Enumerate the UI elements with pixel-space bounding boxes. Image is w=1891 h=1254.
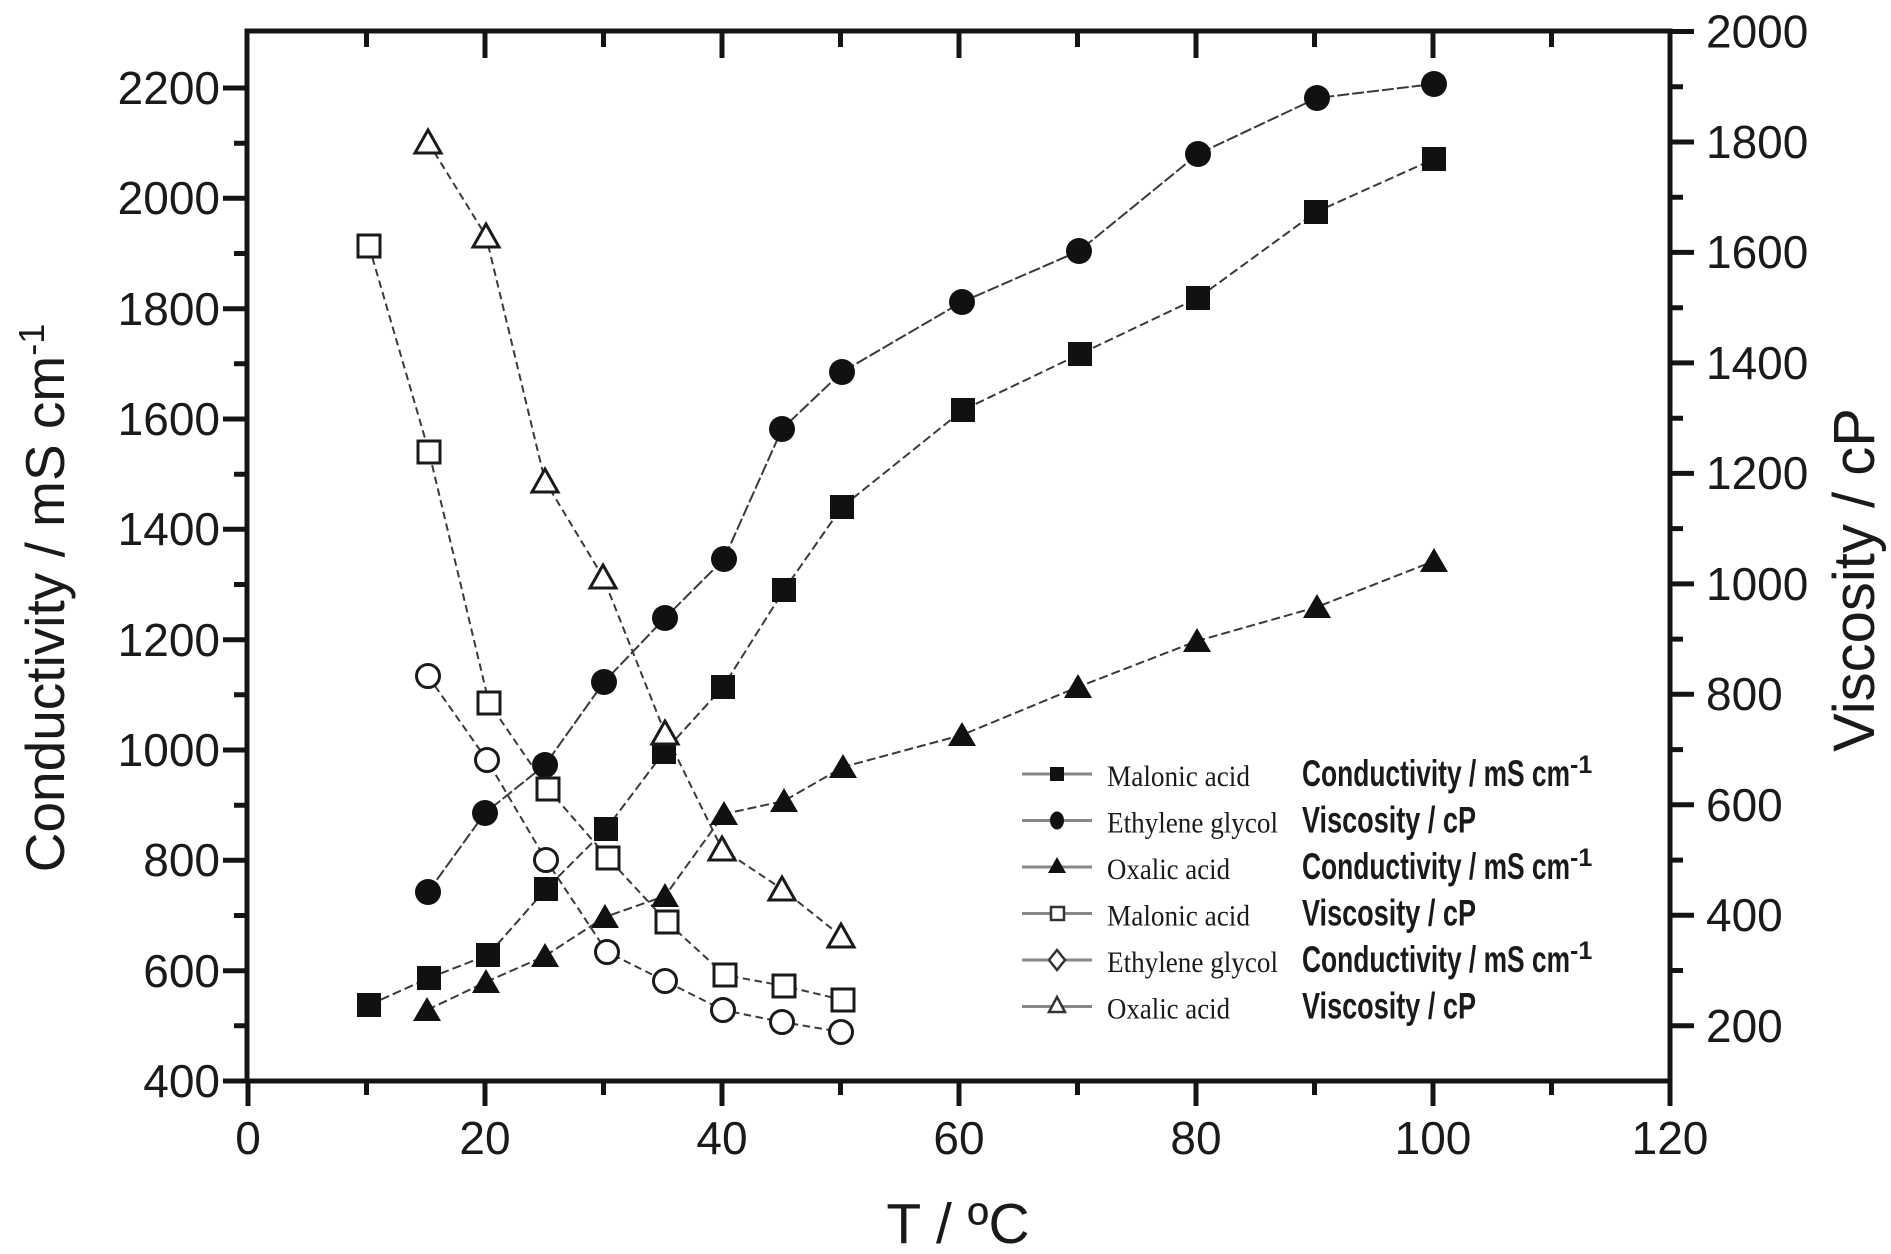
svg-text:Viscosity / cP: Viscosity / cP [1302,800,1476,841]
svg-text:Conductivity / mS cm-1: Conductivity / mS cm-1 [1302,844,1592,887]
svg-text:2000: 2000 [118,172,220,224]
svg-text:400: 400 [143,1055,220,1107]
svg-text:Viscosity / cP: Viscosity / cP [1302,986,1476,1027]
svg-text:1000: 1000 [1706,558,1808,610]
svg-text:1200: 1200 [1706,447,1808,499]
svg-text:800: 800 [1706,668,1783,720]
svg-text:T / ºC: T / ºC [886,1192,1029,1254]
svg-text:200: 200 [1706,1000,1783,1052]
svg-text:20: 20 [459,1112,510,1164]
svg-text:Malonic acid: Malonic acid [1107,760,1250,793]
svg-text:Conductivity / mS cm-1: Conductivity / mS cm-1 [1302,937,1592,980]
svg-text:40: 40 [696,1112,747,1164]
svg-text:1400: 1400 [1706,337,1808,389]
svg-text:400: 400 [1706,889,1783,941]
svg-text:0: 0 [235,1112,261,1164]
svg-text:2200: 2200 [118,62,220,114]
svg-text:100: 100 [1395,1112,1472,1164]
svg-text:1800: 1800 [118,283,220,335]
svg-text:600: 600 [1706,779,1783,831]
svg-text:1600: 1600 [118,393,220,445]
svg-text:800: 800 [143,834,220,886]
svg-text:600: 600 [143,945,220,997]
svg-text:1400: 1400 [118,503,220,555]
svg-text:Oxalic acid: Oxalic acid [1107,853,1230,886]
svg-text:2000: 2000 [1706,6,1808,58]
svg-text:1600: 1600 [1706,226,1808,278]
svg-text:80: 80 [1170,1112,1221,1164]
svg-text:60: 60 [933,1112,984,1164]
svg-text:Malonic acid: Malonic acid [1107,900,1250,933]
svg-text:Conductivity / mS cm-1: Conductivity / mS cm-1 [1302,751,1592,794]
svg-text:120: 120 [1632,1112,1709,1164]
svg-text:Ethylene glycol: Ethylene glycol [1107,807,1278,840]
svg-text:Viscosity / cP: Viscosity / cP [1822,408,1887,752]
svg-text:Viscosity / cP: Viscosity / cP [1302,893,1476,934]
svg-text:1000: 1000 [118,724,220,776]
svg-text:1800: 1800 [1706,116,1808,168]
svg-text:Ethylene glycol: Ethylene glycol [1107,946,1278,979]
svg-text:Conductivity / mS cm-1: Conductivity / mS cm-1 [11,324,76,873]
svg-text:1200: 1200 [118,614,220,666]
svg-text:Oxalic acid: Oxalic acid [1107,993,1230,1026]
